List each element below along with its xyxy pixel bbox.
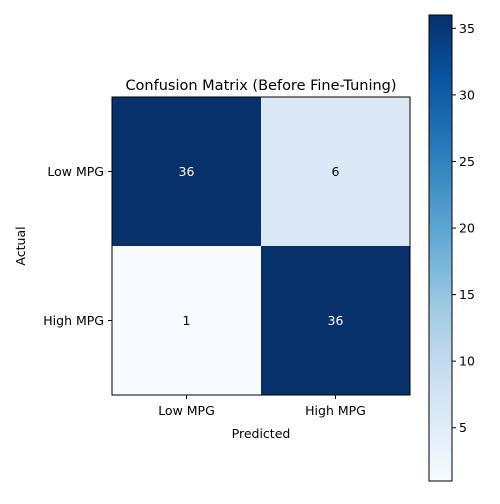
colorbar-tick-label: 20 [459, 221, 475, 236]
heatmap-cell [112, 97, 261, 246]
colorbar-tick-label: 15 [459, 287, 475, 302]
cell-value-labels: 36 6 1 36 [179, 164, 344, 328]
y-axis-label: Actual [13, 226, 28, 265]
y-axis-ticks: Low MPG High MPG [43, 164, 112, 328]
colorbar-ticks: 5 10 15 20 25 30 35 [452, 21, 475, 435]
x-axis-ticks: Low MPG High MPG [158, 395, 366, 418]
heatmap-cell [261, 97, 410, 246]
y-tick-label: Low MPG [47, 164, 104, 179]
chart-title: Confusion Matrix (Before Fine-Tuning) [125, 78, 396, 94]
colorbar-tick-label: 5 [459, 420, 467, 435]
colorbar [428, 14, 453, 482]
heatmap-cells [112, 97, 410, 395]
x-tick-label: High MPG [305, 403, 366, 418]
x-axis-label: Predicted [232, 426, 291, 441]
heatmap-cell [112, 246, 261, 395]
y-tick-label: High MPG [43, 313, 104, 328]
cell-value-label: 36 [328, 313, 344, 328]
colorbar-tick-label: 25 [459, 154, 475, 169]
x-tick-label: Low MPG [158, 403, 215, 418]
cell-value-label: 1 [183, 313, 191, 328]
colorbar-tick-label: 35 [459, 21, 475, 36]
cell-value-label: 36 [179, 164, 195, 179]
colorbar-tick-label: 10 [459, 354, 475, 369]
plot-frame [111, 96, 411, 396]
colorbar-tick-label: 30 [459, 87, 475, 102]
cell-value-label: 6 [332, 164, 340, 179]
heatmap-cell [261, 246, 410, 395]
